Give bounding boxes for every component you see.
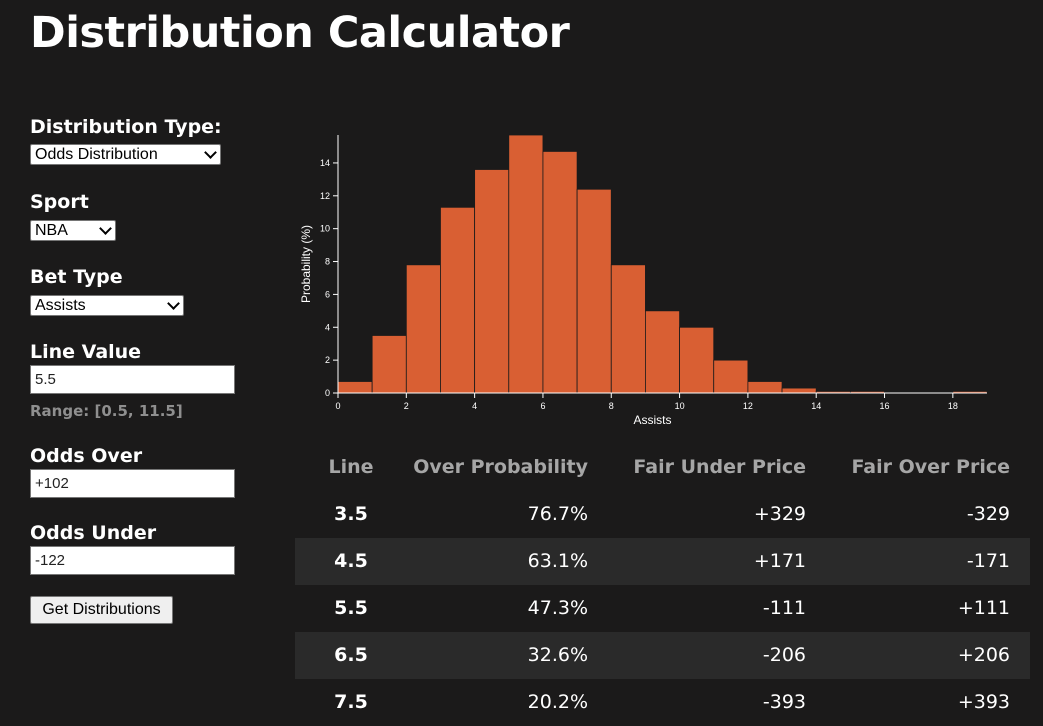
x-tick-label: 14 — [811, 401, 821, 411]
x-tick-label: 18 — [948, 401, 958, 411]
cell-fair-over: +111 — [957, 597, 1010, 619]
chevron-down-icon — [167, 297, 180, 310]
distribution-type-select[interactable]: Odds Distribution — [30, 144, 221, 165]
histogram-bar — [645, 310, 680, 394]
y-tick-label: 14 — [320, 158, 330, 168]
y-axis-label: Probability (%) — [299, 225, 313, 303]
x-tick-label: 12 — [743, 401, 753, 411]
cell-fair-over: +206 — [957, 644, 1010, 666]
odds-table: Line Over Probability Fair Under Price F… — [295, 444, 1030, 726]
histogram-bar — [474, 169, 510, 394]
bet-type-label: Bet Type — [30, 266, 123, 288]
cell-line: 6.5 — [334, 644, 368, 666]
y-tick-label: 6 — [325, 289, 330, 299]
table-row: 7.5 20.2% -393 +393 — [295, 679, 1030, 726]
cell-over-probability: 76.7% — [527, 503, 588, 525]
cell-over-probability: 20.2% — [527, 691, 588, 713]
chevron-down-icon — [99, 222, 112, 235]
cell-fair-under: -206 — [762, 644, 806, 666]
range-note: Range: [0.5, 11.5] — [30, 402, 183, 420]
cell-fair-over: +393 — [957, 691, 1010, 713]
x-tick-label: 0 — [335, 401, 340, 411]
cell-fair-under: -393 — [762, 691, 806, 713]
x-axis-label: Assists — [633, 413, 671, 427]
header-line: Line — [328, 456, 374, 478]
histogram-bar — [576, 188, 612, 394]
x-tick-label: 10 — [675, 401, 685, 411]
histogram-bar — [747, 381, 783, 394]
histogram-bar — [781, 387, 817, 394]
bet-type-value: Assists — [35, 297, 86, 314]
probability-histogram: 0 2 4 6 8 10 12 14 0 2 4 6 8 10 12 14 16 18 Assists Prob… — [299, 134, 988, 427]
x-tick-label: 16 — [880, 401, 890, 411]
y-tick-label: 2 — [325, 355, 330, 365]
x-tick-label: 6 — [540, 401, 545, 411]
cell-over-probability: 32.6% — [527, 644, 588, 666]
y-tick-label: 8 — [325, 257, 330, 267]
histogram-bar — [337, 381, 373, 394]
odds-over-label: Odds Over — [30, 445, 143, 467]
y-tick-label: 0 — [325, 388, 330, 398]
histogram-bar — [508, 134, 544, 394]
table-row: 4.5 63.1% +171 -171 — [295, 538, 1030, 585]
bet-type-select[interactable]: Assists — [30, 295, 184, 316]
distribution-type-label: Distribution Type: — [30, 116, 222, 138]
odds-under-label: Odds Under — [30, 522, 157, 544]
histogram-bar — [679, 326, 715, 394]
header-fair-over-price: Fair Over Price — [851, 456, 1010, 478]
cell-over-probability: 63.1% — [527, 550, 588, 572]
cell-line: 3.5 — [334, 503, 368, 525]
histogram-bar — [610, 264, 646, 394]
table-row: 3.5 76.7% +329 -329 — [295, 491, 1030, 538]
page-title: Distribution Calculator — [30, 8, 570, 58]
table-header-row: Line Over Probability Fair Under Price F… — [295, 444, 1030, 491]
cell-line: 7.5 — [334, 691, 368, 713]
line-value-label: Line Value — [30, 341, 142, 363]
chevron-down-icon — [204, 146, 217, 159]
cell-line: 5.5 — [334, 597, 368, 619]
y-tick-label: 12 — [320, 191, 330, 201]
odds-over-input[interactable]: +102 — [30, 469, 235, 498]
header-fair-under-price: Fair Under Price — [633, 456, 806, 478]
table-row: 5.5 47.3% -111 +111 — [295, 585, 1030, 632]
histogram-bar — [713, 359, 749, 394]
table-row: 6.5 32.6% -206 +206 — [295, 632, 1030, 679]
cell-fair-over: -171 — [966, 550, 1010, 572]
sport-label: Sport — [30, 191, 89, 213]
histogram-bar — [371, 335, 407, 394]
odds-under-input[interactable]: -122 — [30, 546, 235, 575]
cell-fair-under: -111 — [762, 597, 806, 619]
histogram-bar — [405, 264, 441, 394]
cell-fair-under: +171 — [753, 550, 806, 572]
header-over-probability: Over Probability — [413, 456, 588, 478]
cell-fair-under: +329 — [753, 503, 806, 525]
y-tick-label: 10 — [320, 224, 330, 234]
cell-fair-over: -329 — [966, 503, 1010, 525]
line-value-input[interactable]: 5.5 — [30, 365, 235, 394]
cell-over-probability: 47.3% — [527, 597, 588, 619]
y-tick-label: 4 — [325, 322, 330, 332]
histogram-bar — [440, 206, 476, 394]
histogram-bar — [542, 151, 578, 394]
sport-value: NBA — [35, 222, 68, 239]
cell-line: 4.5 — [334, 550, 368, 572]
get-distributions-button[interactable]: Get Distributions — [30, 596, 173, 624]
sport-select[interactable]: NBA — [30, 220, 116, 241]
x-tick-label: 4 — [472, 401, 477, 411]
distribution-type-value: Odds Distribution — [35, 146, 158, 163]
x-tick-label: 2 — [404, 401, 409, 411]
x-tick-label: 8 — [609, 401, 614, 411]
